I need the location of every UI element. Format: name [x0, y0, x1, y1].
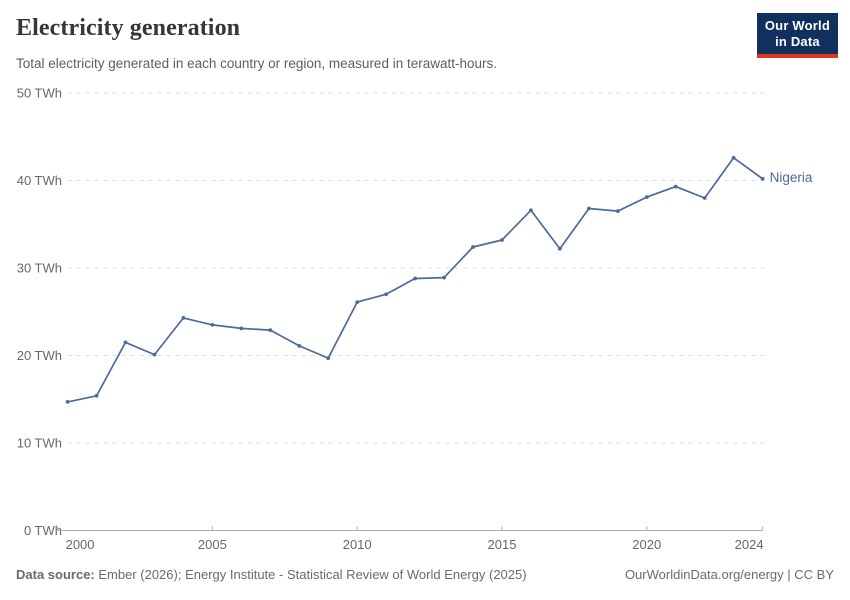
chart-footer: Data source: Ember (2026); Energy Instit…: [16, 567, 834, 582]
x-axis-tick-label: 2015: [488, 537, 517, 552]
x-axis-tick-label: 2005: [198, 537, 227, 552]
x-axis-tick-label: 2024: [735, 537, 764, 552]
chart-title: Electricity generation: [16, 15, 241, 41]
x-axis-tick-label: 2010: [343, 537, 372, 552]
data-point-marker[interactable]: [558, 246, 562, 251]
data-point-marker[interactable]: [413, 276, 417, 281]
y-axis-tick-label: 0 TWh: [24, 523, 62, 538]
series-label-nigeria[interactable]: Nigeria: [769, 169, 813, 185]
owid-license-link[interactable]: OurWorldinData.org/energy | CC BY: [624, 567, 834, 582]
data-point-marker[interactable]: [644, 195, 649, 200]
data-point-marker[interactable]: [442, 275, 446, 280]
y-axis-tick-label: 10 TWh: [17, 436, 62, 451]
chart-subtitle: Total electricity generated in each coun…: [16, 56, 497, 71]
data-point-marker[interactable]: [268, 328, 273, 332]
owid-logo-text-line1: Our World: [764, 18, 830, 33]
data-point-marker[interactable]: [529, 208, 533, 213]
data-point-marker[interactable]: [123, 340, 128, 345]
data-point-marker[interactable]: [326, 356, 331, 360]
data-point-marker[interactable]: [239, 326, 244, 331]
data-point-marker[interactable]: [384, 292, 388, 297]
y-axis-tick-label: 50 TWh: [17, 86, 62, 101]
y-axis-tick-label: 20 TWh: [17, 348, 62, 363]
data-source-text: Ember (2026); Energy Institute - Statist…: [94, 567, 527, 582]
data-point-marker[interactable]: [500, 238, 504, 242]
data-point-marker[interactable]: [471, 245, 475, 249]
owid-logo-text-line2: in Data: [775, 33, 820, 49]
y-axis-tick-label: 30 TWh: [17, 261, 62, 276]
data-source-label: Data source:: [16, 567, 95, 582]
data-source-note[interactable]: Data source: Ember (2026); Energy Instit…: [16, 567, 527, 582]
x-axis-tick-label: 2020: [632, 537, 661, 552]
data-point-marker[interactable]: [210, 323, 215, 327]
data-point-marker[interactable]: [760, 176, 765, 181]
data-point-marker[interactable]: [181, 316, 186, 320]
y-axis-tick-label: 40 TWh: [17, 173, 62, 188]
data-point-marker[interactable]: [65, 400, 70, 404]
data-point-marker[interactable]: [152, 352, 157, 357]
data-point-marker[interactable]: [615, 209, 620, 214]
data-point-marker[interactable]: [702, 196, 707, 200]
data-point-marker[interactable]: [587, 206, 591, 211]
data-point-marker[interactable]: [673, 184, 678, 189]
data-point-marker[interactable]: [297, 344, 302, 348]
data-point-marker[interactable]: [355, 300, 360, 304]
x-axis-tick-label: 2000: [66, 537, 95, 552]
owid-logo[interactable]: Our World in Data: [756, 13, 838, 58]
data-point-marker[interactable]: [94, 393, 99, 398]
data-point-marker[interactable]: [731, 155, 736, 160]
